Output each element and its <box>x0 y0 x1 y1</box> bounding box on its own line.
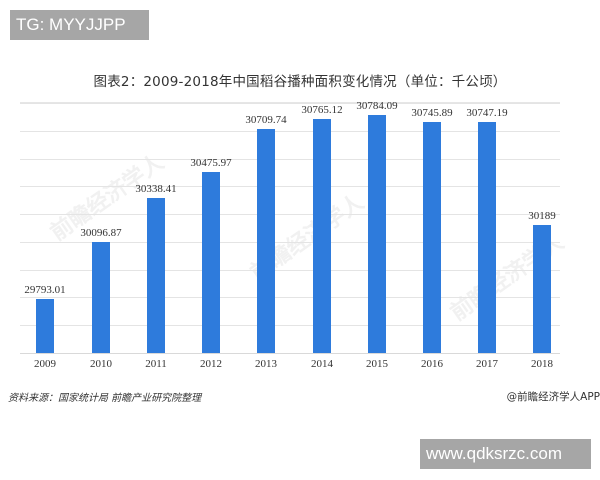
x-tick-label: 2011 <box>145 358 167 370</box>
gridline <box>20 297 560 299</box>
gridline <box>20 269 560 271</box>
url-watermark-badge: www.qdksrzc.com <box>420 439 591 469</box>
data-label: 30784.09 <box>356 100 398 113</box>
bar-2014 <box>313 118 331 353</box>
data-label: 29793.01 <box>24 283 66 296</box>
bar-2013 <box>257 128 275 353</box>
data-label: 30747.19 <box>466 107 508 120</box>
chart-title: 图表2：2009-2018年中国稻谷播种面积变化情况（单位：千公顷） <box>93 74 507 90</box>
gridline <box>20 186 560 188</box>
bar-2015 <box>368 115 386 353</box>
gridline <box>20 158 560 160</box>
x-tick-label: 2009 <box>34 358 56 370</box>
bar-2011 <box>147 197 165 353</box>
bar-2018 <box>533 225 551 353</box>
source-note: 资料来源：国家统计局 前瞻产业研究院整理 <box>8 393 202 404</box>
bar-2012 <box>202 172 220 353</box>
x-tick-label: 2017 <box>476 358 498 370</box>
x-axis-baseline <box>20 353 560 354</box>
x-tick-label: 2016 <box>421 358 443 370</box>
data-label: 30096.87 <box>80 227 122 240</box>
x-tick-label: 2014 <box>311 358 333 370</box>
x-tick-label: 2010 <box>90 358 112 370</box>
data-label: 30338.41 <box>135 182 177 195</box>
bar-2017 <box>478 122 496 353</box>
x-tick-label: 2015 <box>366 358 388 370</box>
data-label: 30745.89 <box>411 107 453 120</box>
title-divider <box>20 102 560 103</box>
x-tick-label: 2013 <box>255 358 277 370</box>
plot-area: 29793.01 30096.87 30338.41 30475.97 30709.74… <box>20 100 560 354</box>
x-tick-label: 2018 <box>531 358 553 370</box>
tg-watermark-badge: TG: MYYJJPP <box>10 10 149 40</box>
bar-2010 <box>92 242 110 353</box>
data-label: 30475.97 <box>190 157 232 170</box>
gridline <box>20 241 560 243</box>
gridline <box>20 103 560 104</box>
credit-text: @前瞻经济学人APP <box>506 391 600 403</box>
gridline <box>20 130 560 132</box>
x-tick-label: 2012 <box>200 358 222 370</box>
bar-2009 <box>36 298 54 353</box>
data-label: 30709.74 <box>245 113 287 126</box>
data-label: 30189 <box>528 210 556 223</box>
gridline <box>20 325 560 327</box>
gridline <box>20 214 560 216</box>
bar-2016 <box>423 122 441 353</box>
data-label: 30765.12 <box>301 103 343 116</box>
